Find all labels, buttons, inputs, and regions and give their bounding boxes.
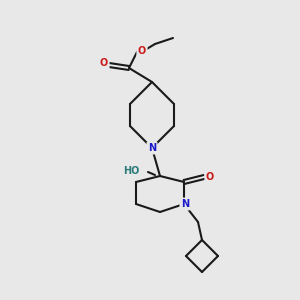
Text: N: N [181, 199, 189, 209]
Text: O: O [100, 58, 108, 68]
Text: O: O [206, 172, 214, 182]
Text: O: O [138, 46, 146, 56]
Text: HO: HO [124, 166, 140, 176]
Text: N: N [148, 143, 156, 153]
